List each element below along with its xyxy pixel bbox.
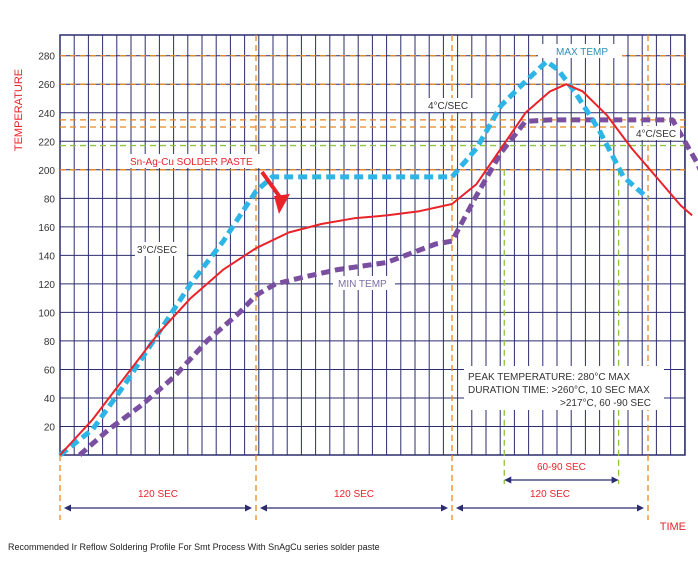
interval-arrow-right (245, 504, 252, 512)
y-tick-label: 100 (38, 308, 55, 319)
ramp-top-label-bg (425, 98, 475, 112)
max-temp-label-bg (538, 44, 622, 58)
min-temp-label-bg (333, 276, 395, 290)
window-label: 60-90 SEC (537, 462, 586, 473)
paste-arrow-head (274, 194, 290, 214)
paste-arrow-shaft (260, 170, 284, 202)
timeline-area: 120 SEC 120 SEC 120 SEC 60-90 SEC (64, 462, 644, 512)
y-tick-label: 220 (38, 137, 55, 148)
ramp-right-label: 4°C/SEC (636, 129, 676, 140)
ramp-top-label: 4°C/SEC (428, 101, 468, 112)
window-arrow-right (611, 476, 619, 484)
y-tick-label: 160 (38, 223, 55, 234)
max-temp-series (58, 58, 650, 457)
annotations: MAX TEMP 4°C/SEC 4°C/SEC 3°C/SEC Sn-Ag-C… (128, 44, 680, 410)
paste-label-bg (128, 154, 260, 168)
y-tick-label: 20 (44, 422, 56, 433)
ramp-left-label: 3°C/SEC (137, 245, 177, 256)
peak-temperature-text: PEAK TEMPERATURE: 280°C MAX (468, 372, 630, 383)
interval-label: 120 SEC (530, 489, 570, 500)
max-temp-label: MAX TEMP (556, 47, 608, 58)
plot-border (59, 34, 686, 456)
duration-217-text: >217°C, 60 -90 SEC (560, 398, 651, 409)
min-temp-series (77, 117, 698, 457)
y-tick-label: 80 (44, 194, 56, 205)
interval-label: 120 SEC (138, 489, 178, 500)
interval-arrow-right (441, 504, 448, 512)
reference-lines (59, 35, 685, 520)
y-tick-label: 140 (38, 251, 55, 262)
min-temp-label: MIN TEMP (338, 279, 387, 290)
window-arrow-left (504, 476, 512, 484)
y-tick-labels: 20 40 60 80 100 120 140 160 80 200 220 240 260 280 (38, 52, 55, 434)
y-tick-label: 260 (38, 80, 55, 91)
y-tick-label: 240 (38, 109, 55, 120)
interval-arrow-left (456, 504, 463, 512)
y-tick-label: 120 (38, 280, 55, 291)
peak-box-bg (464, 366, 664, 410)
y-tick-label: 200 (38, 166, 55, 177)
y-tick-label: 80 (44, 337, 56, 348)
y-axis-label: TEMPERATURE (13, 69, 25, 151)
interval-arrow-right (637, 504, 644, 512)
interval-label: 120 SEC (334, 489, 374, 500)
chart-caption: Recommended Ir Reflow Soldering Profile … (8, 542, 380, 552)
y-tick-label: 60 (44, 365, 56, 376)
duration-260-text: DURATION TIME: >260°C, 10 SEC MAX (468, 385, 650, 396)
solder-paste-series (59, 83, 693, 456)
interval-arrow-left (260, 504, 267, 512)
series-lines (58, 58, 698, 457)
ramp-left-label-bg (135, 242, 187, 256)
interval-arrow-left (64, 504, 71, 512)
paste-label: Sn-Ag-Cu SOLDER PASTE (130, 157, 253, 168)
ramp-right-label-bg (634, 126, 680, 140)
y-tick-label: 40 (44, 394, 56, 405)
y-tick-label: 280 (38, 52, 55, 63)
x-axis-label: TIME (660, 521, 686, 533)
